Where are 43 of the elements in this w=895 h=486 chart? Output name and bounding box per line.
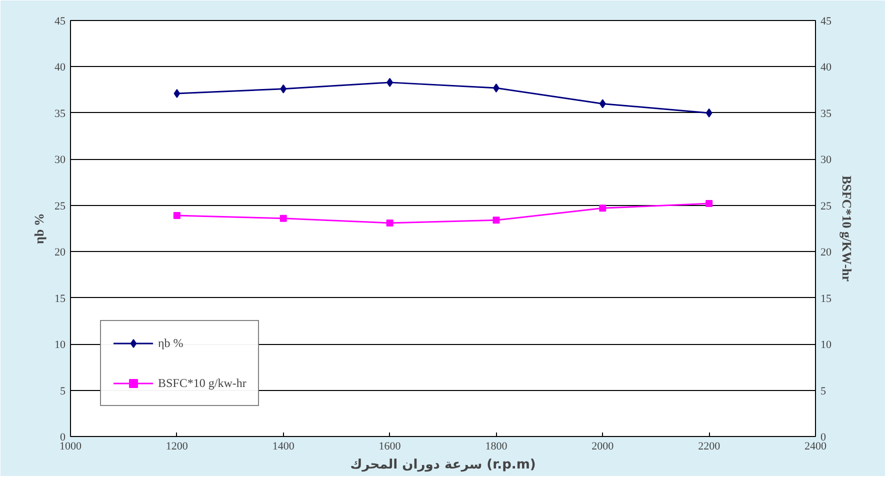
y2-tick-label: 30 [820,154,832,166]
point [706,108,712,118]
y-tick-label: 5 [60,385,66,398]
y-tick-label: 40 [54,62,66,74]
y-tick-label: 25 [54,200,66,212]
y2-tick-label: 20 [820,246,832,259]
legend-label: BSFC*10 g/kw-hr [158,376,246,390]
y-tick-label: 15 [54,292,66,305]
x-axis-title: سرعة دوران المحرك (r.p.m) [350,458,536,472]
x-tick-label: 1600 [378,440,402,452]
point [599,99,606,108]
point [706,200,713,208]
y2-tick-label: 5 [820,385,826,398]
x-tick-label: 1000 [60,440,82,452]
y2-tick-label: 40 [820,62,832,74]
x-tick-label: 1800 [485,440,508,452]
y2-tick-label: 15 [820,292,832,305]
y-tick-label: 45 [54,16,66,28]
point [599,204,606,212]
point [174,89,180,98]
y-tick-label: 10 [54,339,66,352]
x-tick-label: 1400 [272,440,295,452]
y2-tick-label: 35 [820,108,832,120]
x-tick-label: 2400 [804,440,827,452]
x-tick-label: 1200 [166,440,188,452]
point [173,212,180,220]
x-tick-label: 2000 [592,440,614,452]
legend-label: ηb % [158,336,184,350]
y-axis-title: ηb % [32,213,46,244]
y-tick-label: 20 [54,246,66,259]
point [280,214,287,222]
y2-tick-label: 10 [820,339,832,352]
y2-tick-label: 45 [820,16,832,28]
point [492,216,500,224]
y2-tick-label: 0 [820,432,826,444]
y2-tick-label: 25 [820,200,832,212]
y-tick-label: 35 [54,108,66,120]
x-tick-label: 2200 [698,440,721,452]
y-tick-label: 30 [54,154,66,166]
y-tick-label: 0 [60,432,66,444]
point [386,219,394,226]
y2-axis-title: BSFC*10 g/KW-hr [840,175,854,282]
point [280,84,287,94]
